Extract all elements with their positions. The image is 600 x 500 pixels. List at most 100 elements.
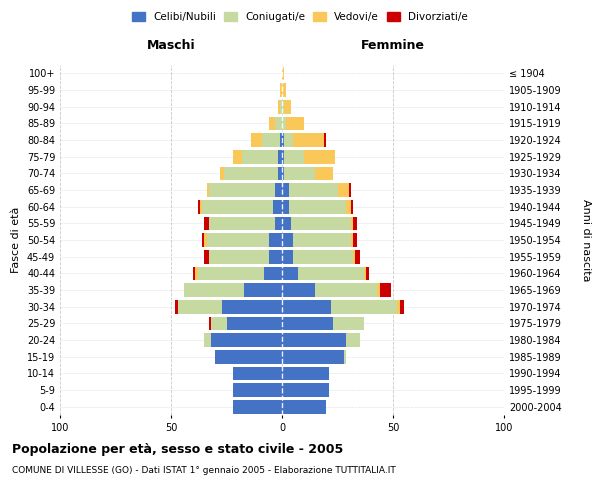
Bar — [400, 300, 404, 314]
Bar — [282, 150, 284, 164]
Bar — [304, 150, 335, 164]
Bar — [193, 266, 196, 280]
Bar — [349, 183, 351, 197]
Bar — [196, 266, 197, 280]
Bar — [227, 316, 282, 330]
Bar — [233, 150, 242, 164]
Bar — [282, 383, 329, 397]
Bar — [209, 216, 275, 230]
Bar — [284, 100, 291, 114]
Bar — [278, 166, 282, 180]
Bar — [204, 216, 209, 230]
Text: Popolazione per età, sesso e stato civile - 2005: Popolazione per età, sesso e stato civil… — [12, 442, 343, 456]
Bar — [282, 200, 289, 213]
Bar — [200, 200, 202, 213]
Bar — [280, 133, 282, 147]
Bar — [397, 300, 400, 314]
Bar — [220, 166, 224, 180]
Bar — [262, 133, 280, 147]
Bar — [278, 150, 282, 164]
Bar — [353, 250, 355, 264]
Bar — [184, 283, 244, 297]
Bar — [284, 133, 293, 147]
Bar — [233, 366, 282, 380]
Bar — [280, 100, 282, 114]
Bar — [282, 66, 284, 80]
Bar — [282, 166, 284, 180]
Bar — [293, 233, 351, 247]
Bar — [324, 133, 326, 147]
Bar — [202, 233, 204, 247]
Bar — [209, 316, 211, 330]
Bar — [204, 333, 211, 347]
Bar — [353, 216, 358, 230]
Text: COMUNE DI VILLESSE (GO) - Dati ISTAT 1° gennaio 2005 - Elaborazione TUTTITALIA.I: COMUNE DI VILLESSE (GO) - Dati ISTAT 1° … — [12, 466, 396, 475]
Bar — [178, 300, 222, 314]
Bar — [222, 300, 282, 314]
Bar — [282, 283, 316, 297]
Bar — [233, 400, 282, 413]
Bar — [211, 333, 282, 347]
Bar — [353, 233, 358, 247]
Bar — [284, 166, 316, 180]
Bar — [289, 183, 337, 197]
Bar — [275, 216, 282, 230]
Bar — [175, 300, 178, 314]
Bar — [346, 333, 360, 347]
Bar — [333, 316, 364, 330]
Bar — [377, 283, 380, 297]
Bar — [251, 133, 262, 147]
Bar — [282, 250, 293, 264]
Bar — [209, 250, 269, 264]
Bar — [351, 233, 353, 247]
Bar — [282, 366, 329, 380]
Text: Maschi: Maschi — [146, 38, 196, 52]
Bar — [269, 233, 282, 247]
Bar — [291, 216, 351, 230]
Bar — [273, 200, 282, 213]
Bar — [282, 133, 284, 147]
Bar — [275, 183, 282, 197]
Bar — [244, 283, 282, 297]
Bar — [344, 350, 346, 364]
Bar — [298, 266, 364, 280]
Bar — [282, 233, 293, 247]
Bar — [275, 116, 282, 130]
Bar — [316, 166, 333, 180]
Bar — [331, 300, 397, 314]
Bar — [211, 316, 227, 330]
Y-axis label: Anni di nascita: Anni di nascita — [581, 198, 591, 281]
Bar — [289, 200, 346, 213]
Bar — [282, 116, 286, 130]
Bar — [282, 266, 298, 280]
Bar — [293, 250, 353, 264]
Bar — [282, 400, 326, 413]
Bar — [380, 283, 391, 297]
Bar — [337, 183, 349, 197]
Bar — [351, 216, 353, 230]
Bar — [242, 150, 278, 164]
Bar — [364, 266, 367, 280]
Bar — [282, 216, 291, 230]
Bar — [282, 83, 286, 97]
Bar — [346, 200, 351, 213]
Bar — [367, 266, 368, 280]
Text: Femmine: Femmine — [361, 38, 425, 52]
Bar — [282, 183, 289, 197]
Bar — [204, 250, 209, 264]
Bar — [282, 300, 331, 314]
Bar — [355, 250, 360, 264]
Bar — [197, 200, 200, 213]
Bar — [224, 166, 278, 180]
Bar — [206, 233, 269, 247]
Bar — [206, 183, 209, 197]
Bar — [286, 116, 304, 130]
Y-axis label: Fasce di età: Fasce di età — [11, 207, 21, 273]
Bar — [293, 133, 324, 147]
Bar — [316, 283, 377, 297]
Bar — [209, 183, 275, 197]
Bar — [215, 350, 282, 364]
Bar — [278, 100, 280, 114]
Bar — [282, 316, 333, 330]
Bar — [282, 333, 346, 347]
